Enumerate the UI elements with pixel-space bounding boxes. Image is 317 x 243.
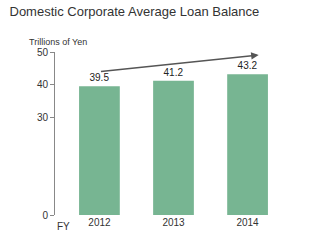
svg-text:0: 0 xyxy=(42,210,48,221)
svg-text:41.2: 41.2 xyxy=(164,67,184,78)
svg-text:43.2: 43.2 xyxy=(238,60,258,71)
svg-text:2013: 2013 xyxy=(162,217,185,228)
svg-text:39.5: 39.5 xyxy=(89,72,109,83)
svg-text:FY: FY xyxy=(57,221,70,232)
svg-text:Domestic Corporate Average Loa: Domestic Corporate Average Loan Balance xyxy=(10,4,260,19)
svg-text:50: 50 xyxy=(37,47,49,58)
svg-text:40: 40 xyxy=(37,79,49,90)
svg-text:2014: 2014 xyxy=(236,217,259,228)
svg-text:2012: 2012 xyxy=(88,217,111,228)
svg-text:Trillions of Yen: Trillions of Yen xyxy=(29,37,87,47)
svg-text:30: 30 xyxy=(37,112,49,123)
